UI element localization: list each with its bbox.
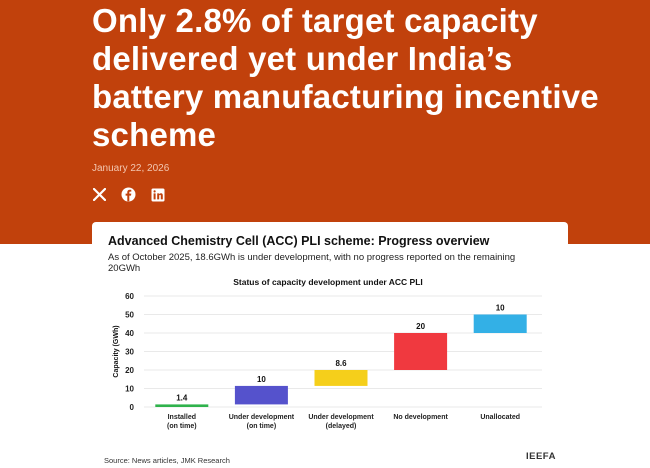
x-tick-label: No development <box>393 414 448 421</box>
waterfall-chart: Status of capacity development under ACC… <box>113 277 542 430</box>
article-date: January 22, 2026 <box>92 163 170 174</box>
data-label: 8.6 <box>335 359 347 368</box>
y-axis-label: Capacity (GWh) <box>113 325 120 377</box>
x-tick-label: Installed <box>168 414 196 421</box>
y-tick-label: 20 <box>125 366 134 375</box>
y-tick-label: 10 <box>125 385 134 394</box>
share-bar <box>92 187 165 202</box>
bar <box>394 333 448 370</box>
card-title: Advanced Chemistry Cell (ACC) PLI scheme… <box>108 234 490 248</box>
data-label: 10 <box>496 304 505 313</box>
y-tick-label: 40 <box>125 329 134 338</box>
facebook-share-icon[interactable] <box>121 187 136 202</box>
x-tick-label: Under development <box>229 414 295 421</box>
brand-logo: IEEFA <box>526 451 556 462</box>
linkedin-icon <box>151 188 164 201</box>
y-tick-label: 30 <box>125 348 134 357</box>
data-label: 10 <box>257 375 266 384</box>
y-tick-label: 0 <box>130 403 135 412</box>
x-share-icon[interactable] <box>92 187 107 202</box>
data-label: 1.4 <box>176 393 188 402</box>
chart-title: Status of capacity development under ACC… <box>233 277 423 287</box>
x-tick-label: Unallocated <box>480 414 520 421</box>
bar <box>473 314 527 333</box>
x-tick-label: (delayed) <box>326 423 357 430</box>
x-icon <box>93 188 106 201</box>
linkedin-share-icon[interactable] <box>150 187 165 202</box>
y-tick-label: 50 <box>125 311 134 320</box>
bar <box>234 385 288 405</box>
bar <box>314 370 368 386</box>
x-tick-label: Under development <box>308 414 374 421</box>
x-tick-label: (on time) <box>247 423 277 430</box>
data-label: 20 <box>416 322 425 331</box>
article-headline: Only 2.8% of target capacity delivered y… <box>92 2 599 153</box>
article-header: Only 2.8% of target capacity delivered y… <box>0 0 650 244</box>
card-subtitle: As of October 2025, 18.6GWh is under dev… <box>108 252 516 274</box>
facebook-icon <box>121 187 136 202</box>
bar <box>155 404 209 407</box>
x-tick-label: (on time) <box>167 423 197 430</box>
chart-card: Advanced Chemistry Cell (ACC) PLI scheme… <box>92 222 568 468</box>
y-tick-label: 60 <box>125 292 134 301</box>
chart-source: Source: News articles, JMK Research <box>104 456 230 465</box>
